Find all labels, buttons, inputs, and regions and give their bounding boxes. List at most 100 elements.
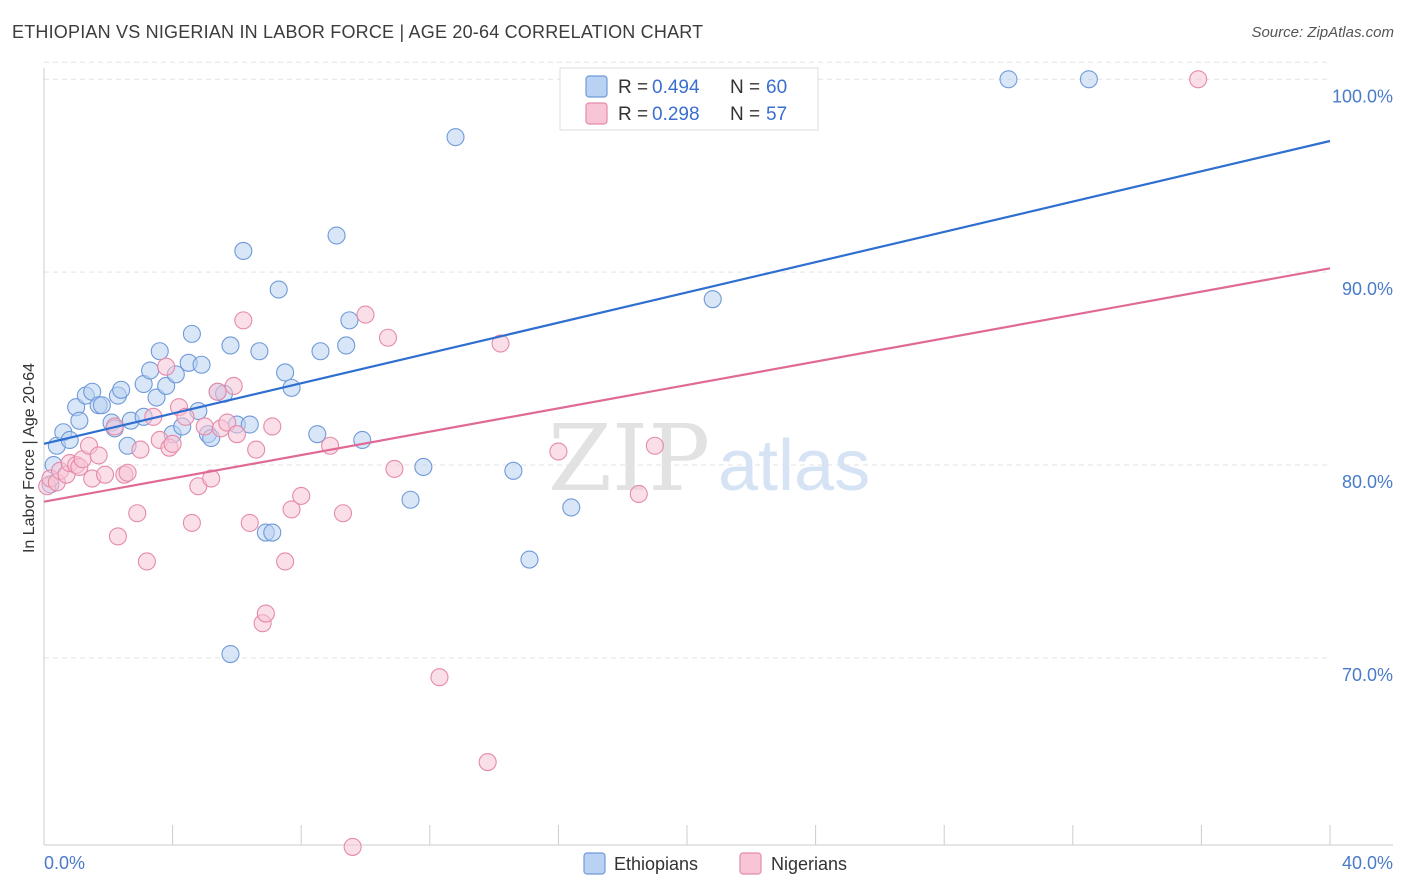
ethiopian-point (92, 396, 111, 415)
legend-n-label-ethiopian: N = (730, 77, 760, 98)
nigerian-point (247, 440, 266, 459)
nigerian-point (430, 668, 449, 687)
ethiopian-point (999, 70, 1018, 89)
nigerian-point (356, 305, 375, 324)
y-tick-label: 80.0% (1342, 472, 1393, 492)
y-tick-labels: 70.0% 80.0% 90.0% 100.0% (1332, 86, 1393, 685)
gridlines (44, 61, 1330, 659)
nigerian-point (128, 504, 147, 523)
legend-r-value-nigerian: 0.298 (652, 104, 700, 125)
ethiopian-point (327, 226, 346, 245)
nigerian-point (292, 486, 311, 505)
ethiopian-point (337, 336, 356, 355)
nigerian-point (108, 527, 127, 546)
ethiopian-point (269, 280, 288, 299)
ethiopian-point (150, 342, 169, 361)
series-label-nigerians: Nigerians (771, 854, 847, 874)
series-swatch-nigerians (739, 852, 762, 875)
y-axis-title: In Labor Force | Age 20-64 (21, 363, 38, 553)
ethiopian-point (112, 380, 131, 399)
nigerian-point (276, 552, 295, 571)
series-swatch-ethiopians (583, 852, 606, 875)
nigerian-point (131, 440, 150, 459)
ethiopian-point (308, 425, 327, 444)
x-tick-label-max: 40.0% (1342, 853, 1393, 873)
ethiopian-point (504, 461, 523, 480)
series-label-ethiopians: Ethiopians (614, 854, 698, 874)
y-tick-label: 70.0% (1342, 665, 1393, 685)
watermark-zip: ZIP (548, 405, 710, 512)
legend-n-value-nigerian: 57 (766, 104, 787, 125)
nigerian-point (629, 484, 648, 504)
ethiopian-point (340, 311, 359, 330)
nigerian-point (157, 357, 176, 376)
series-legend: Ethiopians Nigerians (583, 852, 847, 875)
ethiopian-point (414, 457, 433, 477)
nigerian-point (282, 500, 301, 519)
nigerian-point (478, 753, 497, 772)
ethiopian-point (276, 363, 295, 382)
legend-r-label-ethiopian: R = (618, 77, 648, 98)
ethiopian-point (250, 342, 269, 361)
ethiopian-point (1079, 70, 1098, 89)
trend-lines (43, 139, 1331, 503)
y-tick-label: 100.0% (1332, 86, 1393, 106)
ethiopian-point (562, 498, 581, 517)
nigerian-point (549, 442, 568, 461)
nigerian-point (227, 425, 246, 444)
legend-swatch-ethiopian (585, 75, 608, 98)
trend-line-nigerians (43, 267, 1331, 503)
nigerian-point (163, 434, 182, 453)
legend-n-value-ethiopian: 60 (766, 77, 787, 98)
ethiopian-point (446, 128, 465, 147)
nigerian-point (385, 459, 404, 478)
nigerian-point (96, 465, 115, 484)
ethiopian-point (221, 336, 240, 355)
nigerian-point (118, 463, 137, 482)
ethiopian-point (311, 342, 330, 361)
ethiopian-point (234, 241, 253, 260)
legend-n-label-nigerian: N = (730, 104, 760, 125)
ethiopian-point (157, 376, 176, 396)
nigerian-point (378, 328, 398, 347)
chart-title: ETHIOPIAN VS NIGERIAN IN LABOR FORCE | A… (12, 22, 704, 42)
ethiopian-point (221, 645, 240, 664)
ethiopian-point (141, 361, 160, 380)
nigerian-point (224, 376, 243, 396)
legend-r-value-ethiopian: 0.494 (652, 77, 700, 98)
source-note: Source: ZipAtlas.com (1251, 24, 1394, 41)
nigerian-point (218, 413, 237, 432)
nigerian-point (263, 417, 282, 436)
nigerian-point (195, 417, 214, 436)
nigerian-point (234, 311, 253, 330)
nigerian-point (256, 604, 275, 623)
watermark: ZIP atlas (548, 405, 870, 512)
nigerian-points (38, 70, 1208, 856)
legend-swatch-nigerian (585, 102, 608, 125)
axes (43, 68, 1393, 846)
ethiopian-point (401, 490, 420, 509)
ethiopian-points (41, 70, 1098, 664)
watermark-atlas: atlas (718, 426, 870, 506)
y-tick-label: 90.0% (1342, 279, 1393, 299)
legend-r-label-nigerian: R = (618, 104, 648, 125)
trend-line-ethiopians (43, 139, 1331, 445)
nigerian-point (1189, 70, 1208, 89)
nigerian-point (343, 837, 362, 856)
ethiopian-point (182, 324, 201, 343)
nigerian-point (208, 382, 227, 401)
nigerian-point (491, 334, 510, 353)
nigerian-point (137, 552, 156, 571)
ethiopian-point (520, 550, 539, 569)
ethiopian-point (703, 290, 722, 309)
ethiopian-point (240, 415, 259, 434)
ethiopian-point (192, 355, 211, 374)
nigerian-point (645, 436, 664, 455)
stats-legend: R = 0.494 N = 60 R = 0.298 N = 57 (559, 67, 819, 131)
ethiopian-point (70, 411, 89, 430)
nigerian-point (202, 469, 221, 488)
nigerian-point (182, 513, 201, 532)
nigerian-point (240, 513, 259, 532)
nigerian-point (333, 504, 353, 523)
